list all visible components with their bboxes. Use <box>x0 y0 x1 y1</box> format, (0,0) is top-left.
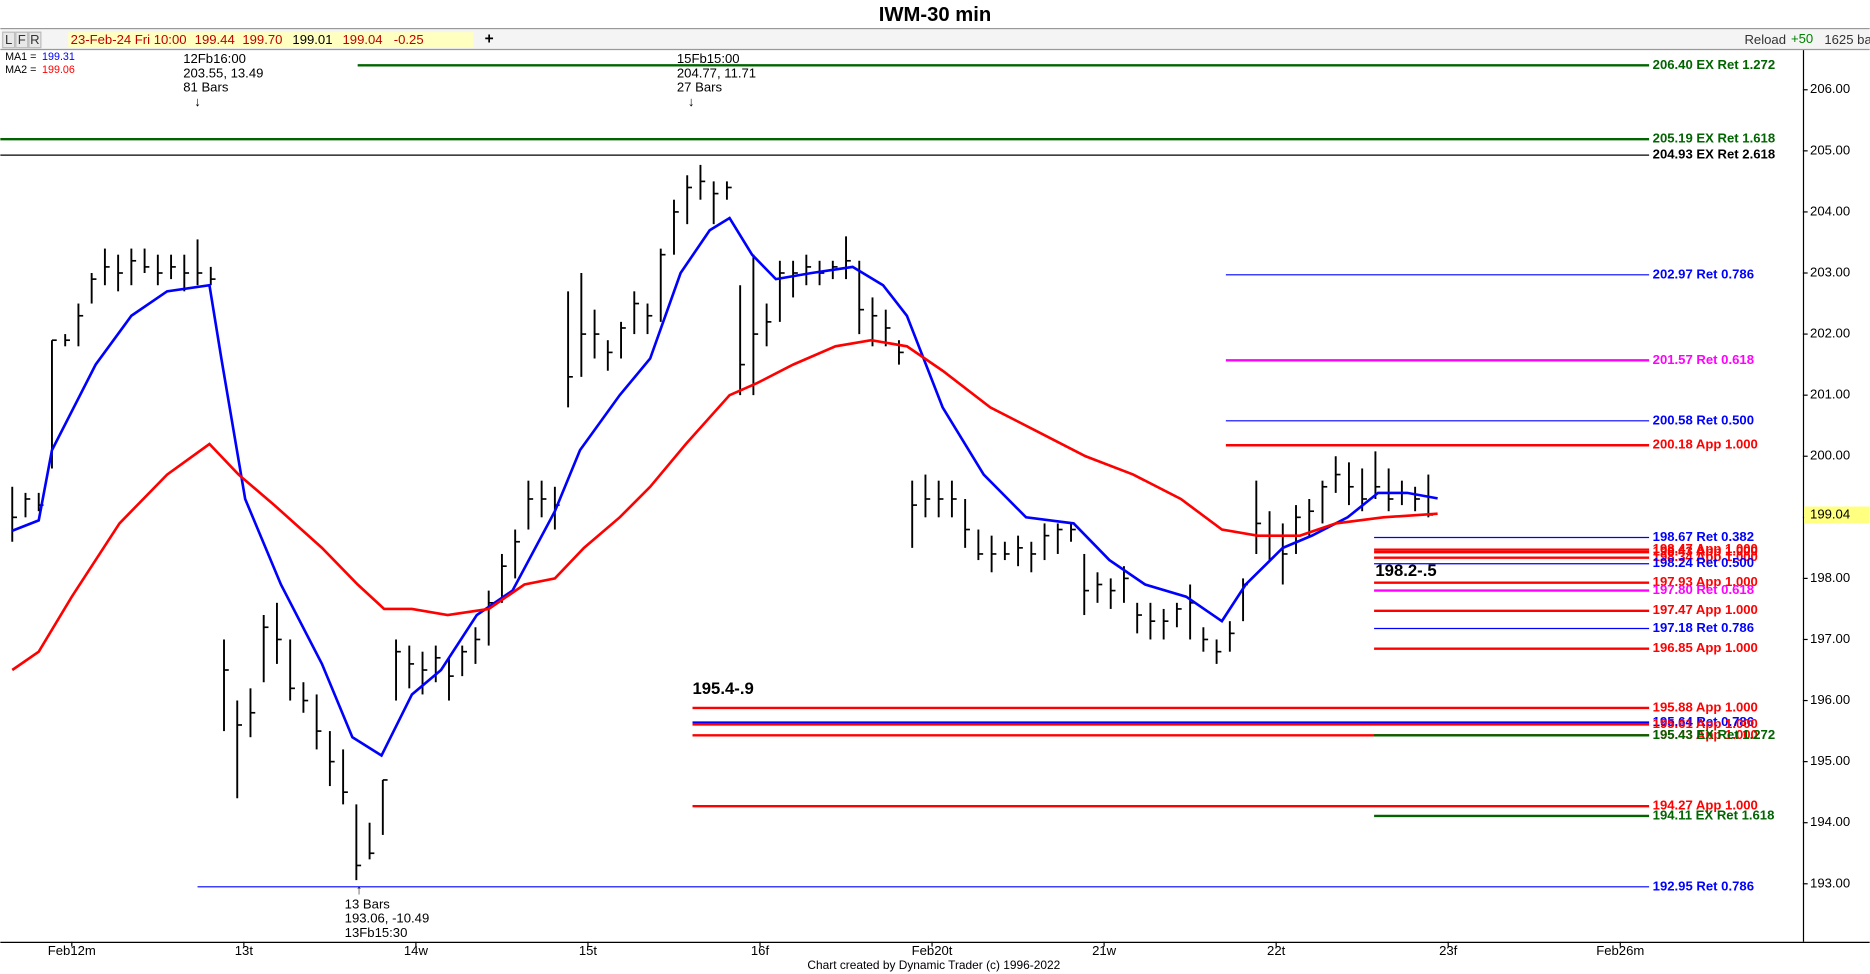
level-label: 195.61 App 1.000 <box>1653 716 1758 731</box>
button-label[interactable]: L <box>5 32 12 47</box>
step-button[interactable]: +50 <box>1791 31 1813 46</box>
pivot-label: 203.55, 13.49 <box>183 65 263 80</box>
level-label: 195.88 App 1.000 <box>1653 699 1758 714</box>
x-tick-label: 21w <box>1092 943 1117 958</box>
pivot-label: 27 Bars <box>677 80 723 95</box>
x-tick-label: 16f <box>751 943 770 958</box>
x-tick-label: Feb20t <box>912 943 953 958</box>
annotation: 195.4-.9 <box>693 679 754 698</box>
x-tick-label: 13t <box>235 943 254 958</box>
toolbar-button[interactable] <box>28 31 42 49</box>
legend-value: 199.06 <box>42 64 75 76</box>
y-tick-label: 198.00 <box>1810 570 1850 585</box>
pivot-label: 15Fb15:00 <box>677 51 740 66</box>
level-label: 198.43 App 1.000 <box>1653 544 1758 559</box>
y-tick-label: 195.00 <box>1810 753 1850 768</box>
toolbar-button[interactable] <box>2 31 16 49</box>
reload-button[interactable]: Reload <box>1744 32 1786 47</box>
pivot-arrow: ↑ <box>356 882 363 897</box>
level-label: 195.43 EX Ret 1.272 <box>1653 727 1775 742</box>
quote-change: -0.25 <box>394 32 424 47</box>
level-label: 197.93 App 1.000 <box>1653 574 1758 589</box>
pivot-arrow: ↓ <box>688 94 695 109</box>
legend-name: MA2 = <box>5 64 36 76</box>
x-tick-label: 15t <box>579 943 598 958</box>
y-tick-label: 206.00 <box>1810 81 1850 96</box>
level-label: 197.80 Ret 0.618 <box>1653 582 1754 597</box>
pivot-label: 193.06, -10.49 <box>345 911 430 926</box>
button-label[interactable]: R <box>30 32 39 47</box>
quote-high: 199.70 <box>242 32 282 47</box>
pivot-label: 12Fb16:00 <box>183 51 246 66</box>
level-label: 196.85 App 1.000 <box>1653 640 1758 655</box>
y-tick-label: 196.00 <box>1810 692 1850 707</box>
x-tick-label: 22t <box>1267 943 1286 958</box>
y-tick-label: 194.00 <box>1810 814 1850 829</box>
add-button[interactable]: + <box>485 30 494 47</box>
level-label: 198.67 Ret 0.382 <box>1653 529 1754 544</box>
pivot-label: 13 Bars <box>345 896 391 911</box>
legend-value: 199.31 <box>42 51 75 63</box>
quote-low: 199.01 <box>292 32 332 47</box>
button-label[interactable]: F <box>18 32 26 47</box>
x-tick-label: 23f <box>1439 943 1458 958</box>
pivot-label: 13Fb15:30 <box>345 925 408 940</box>
annotation: 198.2-.5 <box>1375 561 1436 580</box>
y-tick-label: 204.00 <box>1810 203 1850 218</box>
y-tick-label: 205.00 <box>1810 142 1850 157</box>
quote-open: 199.44 <box>195 32 235 47</box>
level-label: 195.64 Ret 0.786 <box>1653 714 1754 729</box>
level-label: 194.27 App 1.000 <box>1653 798 1758 813</box>
legend-name: MA1 = <box>5 51 36 63</box>
level-label: 197.47 App 1.000 <box>1653 602 1758 617</box>
chart-title: IWM-30 min <box>879 4 992 26</box>
toolbar-button[interactable] <box>15 31 29 49</box>
level-label: 198.34 App 1.000 <box>1653 549 1758 564</box>
level-label: 192.95 Ret 0.786 <box>1653 878 1754 893</box>
level-label: 202.97 Ret 0.786 <box>1653 266 1754 281</box>
bar-count: 1625 bar <box>1824 32 1870 47</box>
moving-average <box>11 216 1438 758</box>
level-label: 195.43 App 1.000 <box>1653 727 1758 742</box>
pivot-arrow: ↓ <box>194 94 201 109</box>
y-tick-label: 201.00 <box>1810 387 1850 402</box>
moving-average <box>11 338 1438 672</box>
level-label: 197.18 Ret 0.786 <box>1653 620 1754 635</box>
y-tick-label: 200.00 <box>1810 448 1850 463</box>
y-tick-label: 193.00 <box>1810 875 1850 890</box>
quote-date: 23-Feb-24 Fri 10:00 <box>71 32 187 47</box>
level-label: 204.93 EX Ret 2.618 <box>1653 147 1775 162</box>
level-label: 198.47 App 1.000 <box>1653 541 1758 556</box>
y-tick-label: 203.00 <box>1810 264 1850 279</box>
level-label: 201.57 Ret 0.618 <box>1653 352 1754 367</box>
level-label: 194.11 EX Ret 1.618 <box>1653 807 1775 822</box>
last-price-label: 199.04 <box>1810 506 1850 521</box>
x-tick-label: Feb26m <box>1596 943 1644 958</box>
level-label: 206.40 EX Ret 1.272 <box>1653 57 1775 72</box>
x-tick-label: Feb12m <box>48 943 96 958</box>
pivot-label: 204.77, 11.71 <box>677 65 756 80</box>
level-label: 200.58 Ret 0.500 <box>1653 412 1754 427</box>
x-tick-label: 14w <box>404 943 429 958</box>
quote-close: 199.04 <box>342 32 382 47</box>
y-tick-label: 202.00 <box>1810 326 1850 341</box>
level-label: 205.19 EX Ret 1.618 <box>1653 131 1775 146</box>
level-label: 198.24 Ret 0.500 <box>1653 555 1754 570</box>
y-tick-label: 197.00 <box>1810 631 1850 646</box>
footer: Chart created by Dynamic Trader (c) 1996… <box>807 958 1060 972</box>
last-price-box <box>1804 506 1870 524</box>
level-label: 200.18 App 1.000 <box>1653 437 1758 452</box>
pivot-label: 81 Bars <box>183 80 229 95</box>
quote-box <box>68 32 474 48</box>
